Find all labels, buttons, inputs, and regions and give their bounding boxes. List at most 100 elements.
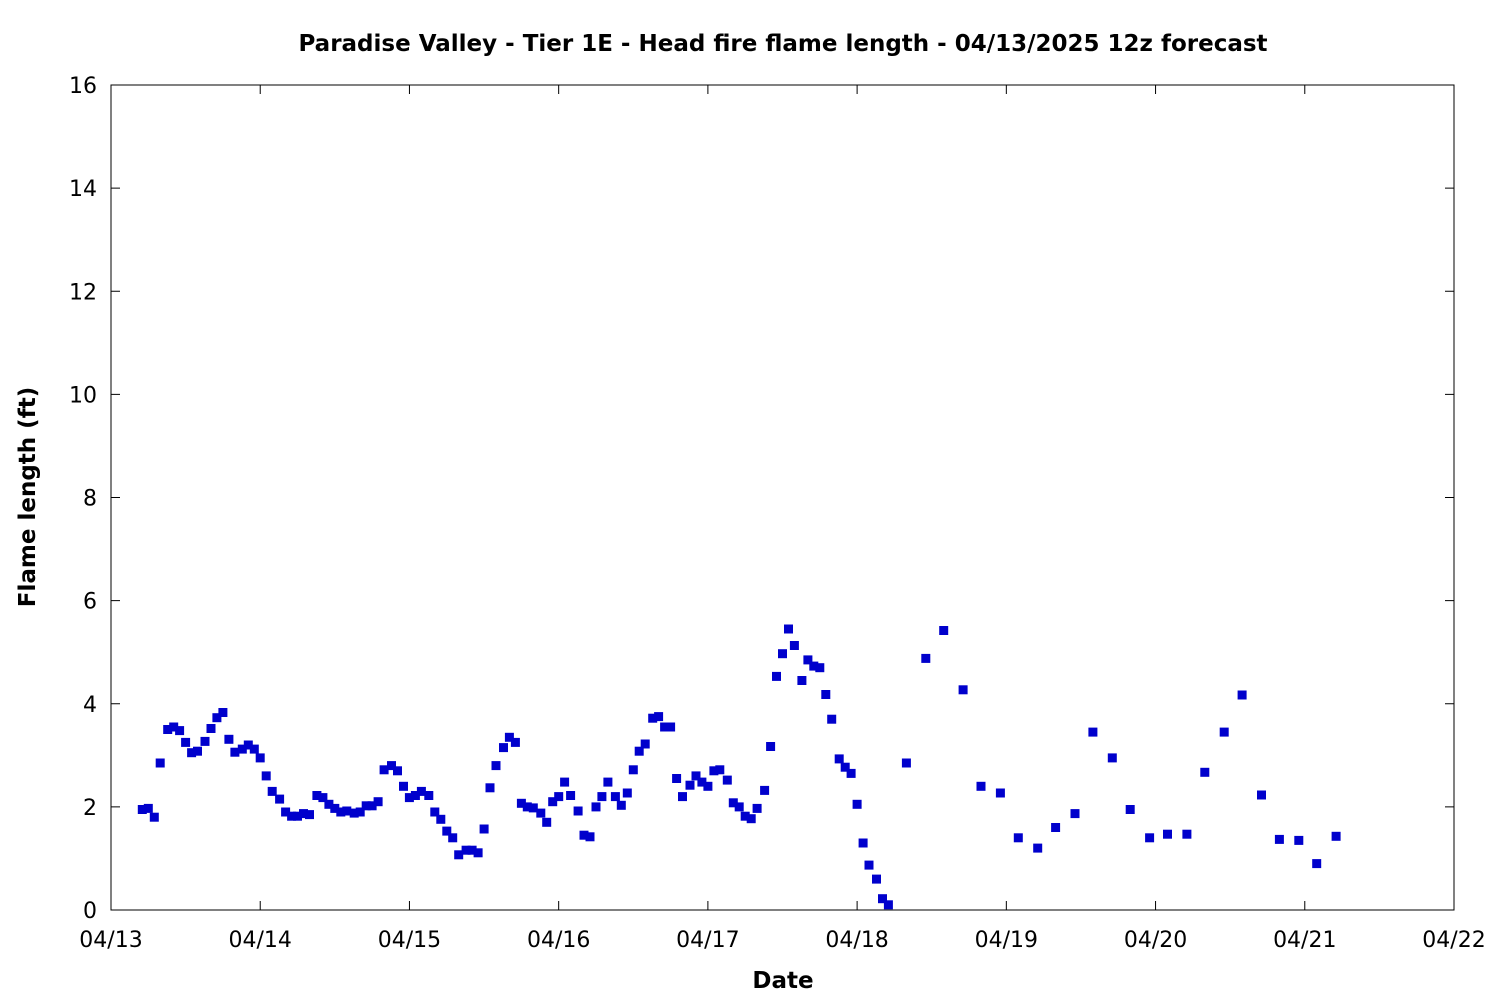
data-point <box>479 824 489 834</box>
data-point <box>648 713 658 723</box>
data-point <box>430 807 440 817</box>
data-point <box>666 722 676 732</box>
data-point <box>1331 831 1341 841</box>
x-axis-label: Date <box>752 968 813 994</box>
data-point <box>697 777 707 787</box>
x-tick-label: 04/16 <box>527 928 590 953</box>
data-point <box>585 832 595 842</box>
data-point <box>193 746 202 756</box>
data-point <box>1200 767 1210 777</box>
data-point <box>858 838 868 848</box>
x-tick-label: 04/18 <box>825 928 888 953</box>
data-point <box>921 653 931 663</box>
data-point <box>510 737 520 747</box>
data-point <box>504 732 514 742</box>
y-axis-label: Flame length (ft) <box>15 387 41 607</box>
data-point <box>573 806 583 816</box>
data-point <box>175 726 185 736</box>
data-point <box>516 798 526 808</box>
data-point <box>715 765 725 775</box>
data-point <box>709 766 719 776</box>
data-point <box>1088 727 1098 737</box>
data-point <box>852 799 862 809</box>
data-point <box>137 805 147 814</box>
data-point <box>212 713 222 723</box>
data-point <box>461 845 471 855</box>
data-point <box>872 874 881 884</box>
data-point <box>1033 843 1043 853</box>
y-tick-label: 6 <box>83 590 97 615</box>
data-point <box>760 785 770 795</box>
data-point <box>740 811 750 821</box>
data-point <box>399 781 408 791</box>
data-point <box>163 725 173 734</box>
data-point <box>1219 727 1229 737</box>
data-point <box>336 807 346 817</box>
data-point <box>206 724 216 733</box>
data-point <box>393 766 402 776</box>
data-point <box>809 661 819 671</box>
data-point <box>654 712 664 722</box>
x-tick-label: 04/20 <box>1124 928 1187 953</box>
data-point <box>275 794 285 804</box>
data-point <box>287 811 297 821</box>
data-point <box>1274 834 1284 844</box>
data-point <box>1294 835 1304 845</box>
y-axis: 0 2 4 6 8 10 12 14 16 <box>69 74 1454 924</box>
data-point <box>901 758 911 768</box>
data-point <box>634 746 644 756</box>
data-point <box>330 803 340 813</box>
x-tick-label: 04/19 <box>975 928 1038 953</box>
data-point <box>766 742 776 751</box>
data-point <box>995 788 1005 798</box>
x-tick-label: 04/22 <box>1422 928 1485 953</box>
data-point <box>499 743 508 753</box>
data-point <box>560 777 570 787</box>
data-point <box>616 800 626 810</box>
x-tick-label: 04/15 <box>378 928 441 953</box>
data-point <box>373 797 383 807</box>
data-point <box>467 845 477 855</box>
data-point <box>591 802 601 812</box>
data-point <box>878 894 887 904</box>
data-point <box>355 807 365 817</box>
data-point <box>827 714 837 724</box>
data-point <box>218 708 228 717</box>
data-point <box>181 737 191 747</box>
data-point <box>267 786 277 796</box>
data-point <box>293 811 302 821</box>
data-point <box>610 792 620 802</box>
data-point <box>424 791 434 800</box>
plot-area-frame <box>110 84 1455 911</box>
data-point <box>722 775 732 785</box>
data-point <box>361 801 371 811</box>
y-tick-label: 16 <box>69 74 97 99</box>
data-point <box>255 753 265 763</box>
y-tick-label: 12 <box>69 280 97 305</box>
data-point <box>249 744 259 754</box>
data-point <box>200 736 210 746</box>
data-point <box>473 848 483 858</box>
data-point <box>1013 833 1023 843</box>
data-point <box>149 812 159 822</box>
data-point <box>416 786 426 796</box>
data-point <box>243 740 253 750</box>
chart-title: Paradise Valley - Tier 1E - Head fire fl… <box>298 31 1267 57</box>
data-point <box>342 806 352 816</box>
data-point <box>454 850 464 860</box>
data-point <box>448 833 458 843</box>
x-tick-label: 04/21 <box>1273 928 1336 953</box>
data-point <box>379 765 389 775</box>
data-point <box>958 685 968 695</box>
data-point <box>367 801 377 811</box>
data-point <box>1163 829 1172 839</box>
data-point <box>691 771 701 781</box>
data-point <box>143 803 153 813</box>
data-point <box>542 817 552 827</box>
data-point <box>1107 753 1117 763</box>
data-point <box>554 792 564 802</box>
data-point <box>1125 805 1135 814</box>
data-point <box>1312 859 1322 869</box>
data-point <box>976 781 986 791</box>
data-point <box>685 780 695 790</box>
